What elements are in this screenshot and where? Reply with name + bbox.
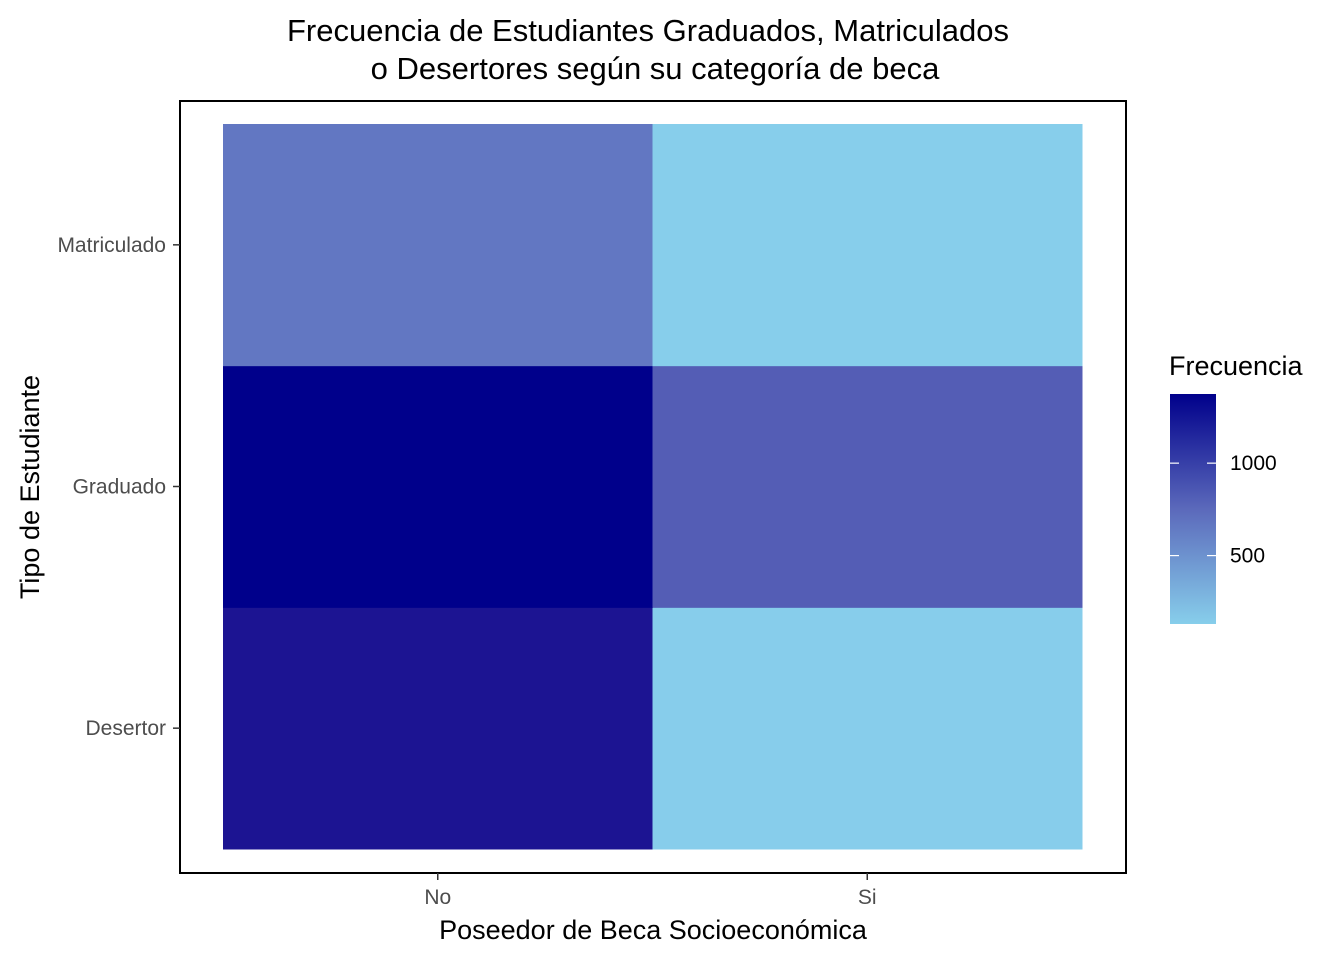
legend-colorbar [1170,394,1216,624]
chart-title-line-1: Frecuencia de Estudiantes Graduados, Mat… [287,13,1009,48]
x-tick-label-no: No [424,886,451,909]
x-axis: No Si [424,873,877,909]
legend-label-500: 500 [1230,545,1265,568]
heatmap-cell-no-desertor [223,607,653,850]
x-tick-label-si: Si [858,886,877,909]
heatmap-cells [223,124,1083,850]
heatmap-cell-no-graduado [223,365,653,608]
y-axis: Desertor Graduado Matriculado [57,234,180,740]
heatmap-cell-si-graduado [652,365,1083,608]
x-axis-title: Poseedor de Beca Socioeconómica [439,915,868,945]
y-tick-label-matriculado: Matriculado [57,234,166,257]
heatmap-cell-no-matriculado [223,124,653,367]
legend-title: Frecuencia [1169,351,1304,381]
y-axis-title: Tipo de Estudiante [15,375,45,599]
heatmap-cell-si-desertor [652,607,1083,850]
legend-label-1000: 1000 [1230,452,1277,475]
y-tick-label-graduado: Graduado [73,476,166,499]
chart-title-line-2: o Desertores según su categoría de beca [371,51,940,86]
heatmap-cell-si-matriculado [652,124,1083,367]
colorbar-legend: Frecuencia 500 1000 [1169,351,1304,624]
y-tick-label-desertor: Desertor [85,717,166,740]
